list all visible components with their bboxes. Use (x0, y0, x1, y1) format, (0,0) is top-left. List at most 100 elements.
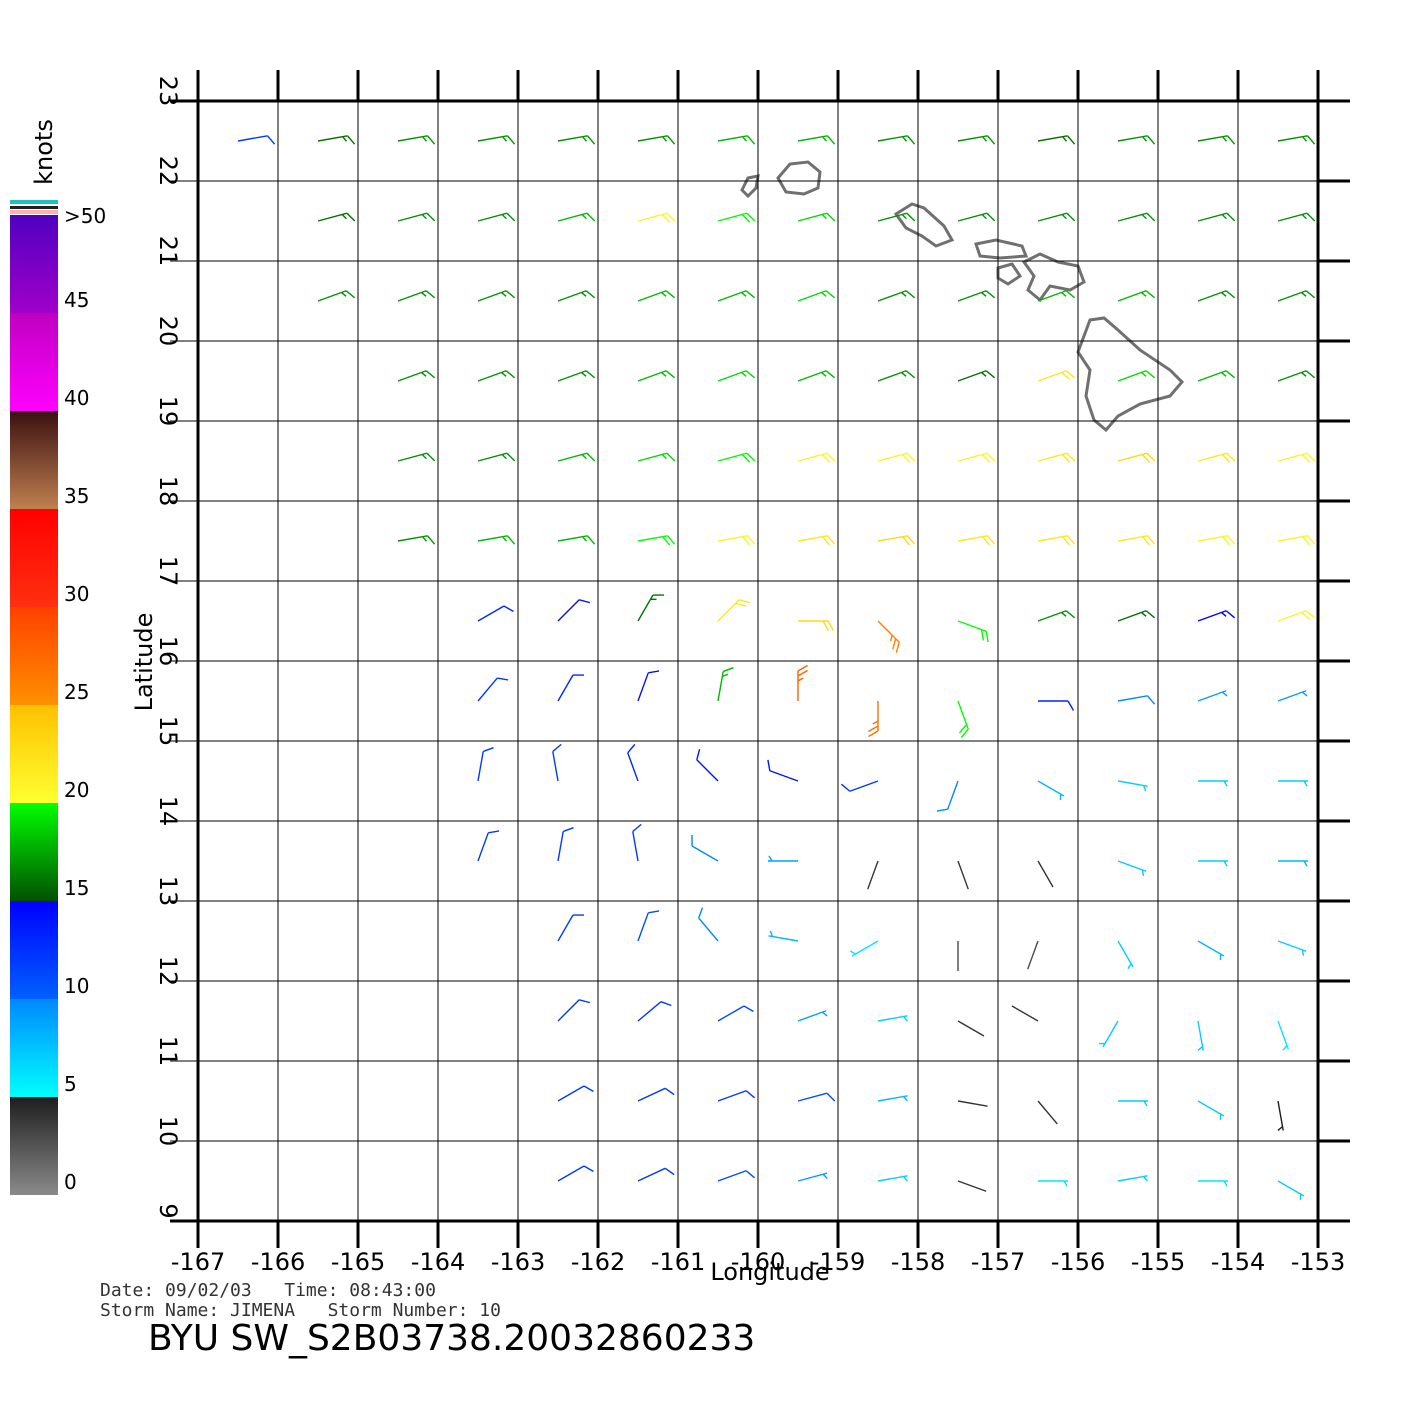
wind-barb (1197, 1100, 1225, 1120)
island (740, 174, 760, 199)
wind-barb (627, 743, 639, 782)
wind-barb (317, 290, 356, 302)
wind-barb (797, 535, 836, 546)
wind-barb (637, 212, 676, 223)
y-tick-label: 9 (154, 1203, 182, 1218)
wind-barb (798, 620, 835, 631)
wind-barb (477, 677, 509, 702)
wind-barb (957, 1100, 988, 1107)
wind-barb (317, 135, 356, 145)
y-axis-label: Latitude (130, 613, 158, 712)
wind-barb (1038, 700, 1075, 711)
wind-barb (557, 914, 584, 942)
wind-barb (1037, 780, 1065, 800)
x-tick-label: -161 (651, 1248, 705, 1276)
wind-barb (877, 452, 916, 463)
wind-barb (557, 535, 596, 545)
wind-barb (397, 535, 436, 545)
wind-barb (1197, 690, 1228, 702)
wind-barb (1278, 860, 1308, 867)
wind-barb (1197, 610, 1236, 622)
x-tick-label: -162 (571, 1248, 625, 1276)
wind-barb (1197, 135, 1236, 145)
wind-barb (957, 1020, 985, 1037)
wind-barb (1277, 290, 1316, 302)
colorbar-segment (10, 313, 58, 411)
wind-barb (957, 620, 989, 643)
y-tick-label: 22 (154, 156, 182, 187)
y-tick-label: 14 (154, 796, 182, 827)
x-tick-label: -154 (1211, 1248, 1265, 1276)
wind-barb (840, 780, 879, 792)
wind-barb (696, 748, 719, 782)
y-tick-label: 17 (154, 556, 182, 587)
wind-barb (1198, 860, 1228, 867)
wind-barb (849, 940, 879, 957)
colorbar-segment (10, 901, 58, 999)
x-axis-label: Longitude (710, 1258, 829, 1286)
wind-barb (557, 370, 596, 382)
x-tick-label: -156 (1051, 1248, 1105, 1276)
wind-barb (797, 135, 836, 145)
island (1021, 252, 1086, 303)
y-tick-label: 20 (154, 316, 182, 347)
colorbar-label: 0 (64, 1170, 77, 1194)
wind-barb (1037, 370, 1076, 382)
wind-barb (1117, 780, 1148, 792)
wind-barb (1037, 290, 1076, 302)
wind-barb (1117, 1175, 1148, 1182)
wind-barb (477, 212, 516, 222)
wind-barb (717, 1090, 756, 1102)
wind-barb (397, 290, 436, 302)
footer-storm: Storm Name: JIMENA Storm Number: 10 (100, 1300, 501, 1321)
wind-barb (557, 1165, 594, 1182)
wind-barb (1277, 1020, 1289, 1051)
wind-barb (767, 759, 799, 782)
colorbar-segment (10, 803, 58, 901)
y-tick-label: 15 (154, 716, 182, 747)
wind-barb (1118, 1100, 1148, 1107)
colorbar-segment (10, 215, 58, 313)
colorbar-label: 5 (64, 1072, 77, 1096)
wind-barb (1037, 610, 1076, 622)
wind-barb (877, 1175, 908, 1182)
wind-barb (637, 370, 676, 382)
wind-barb (637, 1001, 672, 1022)
wind-barb (637, 594, 664, 622)
wind-barb (797, 1172, 828, 1182)
wind-barb (1117, 695, 1156, 705)
wind-barb (877, 135, 916, 145)
islands (740, 160, 1185, 433)
wind-barb (637, 452, 676, 462)
wind-barb (552, 743, 562, 782)
wind-barb (1277, 212, 1316, 222)
wind-barb (768, 855, 798, 862)
wind-barb (797, 212, 836, 222)
colorbar-label: 30 (64, 582, 89, 606)
wind-barb (797, 664, 808, 701)
wind-barb (477, 370, 516, 382)
wind-barb (477, 747, 494, 782)
wind-barb (691, 835, 719, 862)
wind-barb (1277, 940, 1307, 956)
wind-barb (477, 135, 516, 145)
wind-barb (397, 135, 436, 145)
wind-barb (717, 135, 756, 145)
wind-barb (797, 1010, 828, 1022)
wind-barb (637, 535, 676, 546)
y-tick-label: 18 (154, 476, 182, 507)
wind-barb (1117, 610, 1156, 622)
wind-barb (557, 290, 596, 302)
wind-barb (1277, 1100, 1284, 1131)
x-tick-label: -155 (1131, 1248, 1185, 1276)
colorbar-title: knots (30, 119, 58, 185)
wind-barb (936, 780, 959, 812)
footer-title: BYU SW_S2B03738.20032860233 (148, 1318, 755, 1359)
wind-barb (1117, 212, 1156, 222)
island (1076, 316, 1185, 433)
wind-barb (637, 1167, 675, 1182)
island (974, 238, 1029, 260)
wind-barb (237, 135, 276, 145)
colorbar-cap (10, 200, 58, 204)
